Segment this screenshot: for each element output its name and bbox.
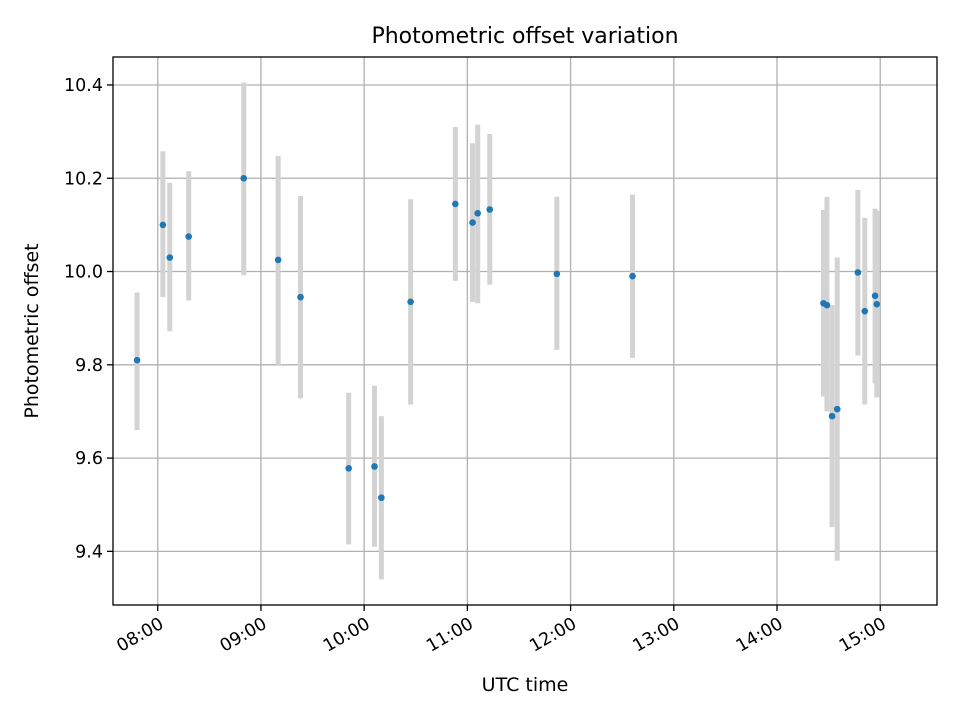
- data-point: [553, 270, 561, 278]
- data-point: [474, 209, 481, 217]
- data-point: [274, 256, 282, 264]
- y-tick-label: 10.2: [64, 169, 103, 189]
- data-point: [166, 254, 174, 261]
- data-point: [873, 300, 881, 308]
- data-point: [371, 463, 378, 470]
- data-point: [833, 405, 841, 413]
- data-point: [133, 356, 141, 364]
- y-axis-label: Photometric offset: [21, 243, 43, 418]
- data-point: [828, 412, 836, 420]
- data-point: [407, 298, 414, 306]
- data-point: [823, 301, 831, 309]
- y-tick-label: 9.8: [75, 356, 103, 376]
- data-point: [185, 233, 192, 240]
- data-point: [452, 200, 459, 208]
- x-axis-label: UTC time: [482, 674, 569, 696]
- data-point: [486, 206, 494, 213]
- y-tick-label: 10.0: [64, 263, 103, 283]
- grid: [113, 57, 937, 605]
- data-point: [345, 465, 352, 472]
- y-tick-label: 10.4: [64, 76, 103, 96]
- plot-frame: [112, 56, 938, 606]
- chart-title: Photometric offset variation: [371, 24, 678, 49]
- data-point: [297, 293, 304, 301]
- data-points: [133, 174, 881, 502]
- data-point: [378, 494, 385, 502]
- data-point: [629, 272, 636, 280]
- data-point: [240, 174, 248, 182]
- data-point: [159, 221, 167, 229]
- data-point: [469, 219, 476, 226]
- y-tick-label: 9.4: [75, 542, 103, 562]
- y-axis-ticks: 9.4 9.6 9.8 10.0 10.2 10.4: [64, 76, 113, 562]
- y-tick-label: 9.6: [75, 449, 103, 469]
- data-point: [871, 292, 879, 300]
- data-point: [854, 269, 862, 276]
- data-point: [861, 307, 869, 315]
